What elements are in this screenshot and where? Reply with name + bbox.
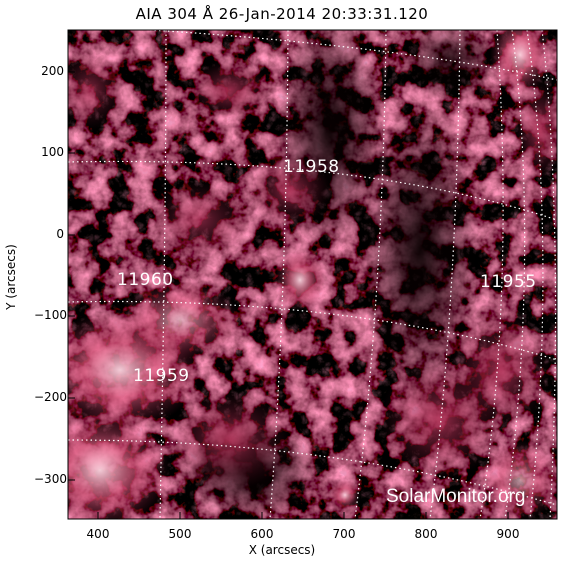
y-tick-label: −200	[34, 390, 67, 404]
y-tick-label: 200	[41, 64, 64, 78]
x-axis-label: X (arcsecs)	[248, 543, 316, 557]
x-tick-label: 700	[332, 527, 356, 541]
region-label: 11959	[133, 366, 190, 386]
x-tick-label: 400	[86, 527, 110, 541]
x-tick-label: 600	[250, 527, 274, 541]
y-tick-label: −100	[34, 308, 67, 322]
x-tick-label: 900	[496, 527, 520, 541]
watermark-text: SolarMonitor.org	[386, 486, 526, 507]
y-tick-label: −300	[34, 472, 67, 486]
image-title: AIA 304 Å 26-Jan-2014 20:33:31.120	[135, 5, 429, 23]
y-tick-label: 100	[41, 145, 64, 159]
solar-disk-image	[68, 30, 557, 519]
region-label: 11960	[117, 270, 174, 290]
y-tick-label: 0	[56, 227, 64, 241]
plot-frame	[67, 29, 558, 520]
y-axis-label: Y (arcsecs)	[4, 244, 18, 310]
axis-ticks	[68, 71, 509, 519]
heliographic-grid	[68, 30, 557, 519]
x-tick-label: 800	[414, 527, 438, 541]
x-tick-label: 500	[168, 527, 192, 541]
region-label: 11955	[480, 272, 537, 292]
region-label: 11958	[283, 157, 340, 177]
